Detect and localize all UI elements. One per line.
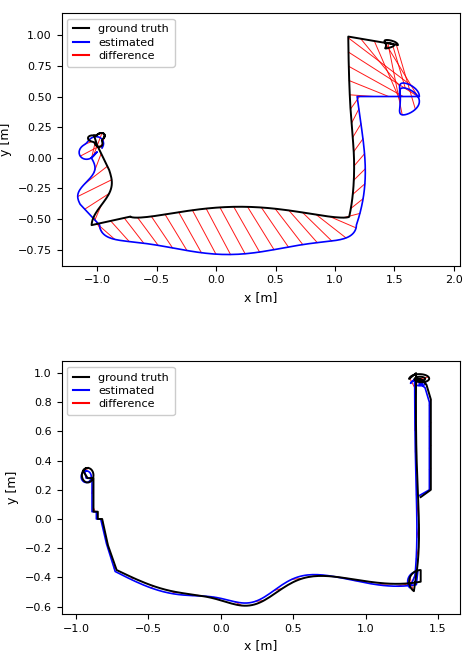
Legend: ground truth, estimated, difference: ground truth, estimated, difference [67, 18, 174, 67]
Y-axis label: y [m]: y [m] [0, 123, 12, 156]
X-axis label: x [m]: x [m] [244, 639, 277, 652]
Legend: ground truth, estimated, difference: ground truth, estimated, difference [67, 367, 174, 414]
X-axis label: x [m]: x [m] [244, 291, 277, 304]
Y-axis label: y [m]: y [m] [6, 471, 19, 504]
